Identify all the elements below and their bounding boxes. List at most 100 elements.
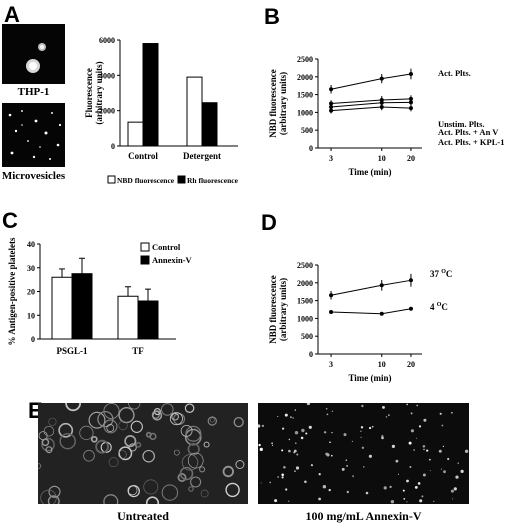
vesicle-dot bbox=[258, 424, 261, 428]
cell-ring bbox=[225, 482, 240, 498]
vesicle-dot bbox=[452, 498, 454, 500]
d-x-tick-label: 3 bbox=[329, 360, 333, 369]
vesicle-dot bbox=[295, 442, 297, 444]
b-x-tick-label: 3 bbox=[329, 154, 333, 163]
vesicle-dot bbox=[301, 428, 305, 433]
cell-ring bbox=[179, 466, 194, 481]
d-series-label-num: 4 bbox=[430, 302, 437, 312]
vesicle-dot bbox=[284, 413, 288, 417]
vesicle-dot bbox=[406, 479, 409, 483]
thp1-label: THP-1 bbox=[17, 86, 50, 98]
a-y-tick-label: 0 bbox=[111, 142, 115, 151]
d-data-point bbox=[329, 293, 334, 298]
vesicle-dot bbox=[455, 475, 459, 479]
d-y-tick-label: 500 bbox=[301, 332, 313, 341]
vesicle-dot bbox=[295, 466, 300, 470]
annexin-image bbox=[258, 403, 469, 504]
d-series-label-unit: O bbox=[441, 269, 446, 275]
vesicle-dot bbox=[269, 481, 271, 484]
cell-ring bbox=[103, 494, 119, 504]
b-series-label: Act. Plts. + KPL-1 bbox=[438, 137, 504, 147]
c-legend-label: Annexin-V bbox=[152, 255, 193, 265]
vesicle-dot bbox=[294, 470, 296, 472]
vesicle-dot bbox=[258, 443, 261, 447]
cell-ring bbox=[143, 479, 159, 495]
b-x-axis-label: Time (min) bbox=[348, 167, 391, 177]
b-data-point bbox=[408, 106, 413, 111]
thp1-micrograph bbox=[2, 24, 65, 84]
cell-ring bbox=[135, 442, 142, 448]
vesicle-dot bbox=[406, 403, 408, 406]
vesicle-dot bbox=[447, 457, 450, 461]
c-bar bbox=[51, 276, 73, 340]
a-bar bbox=[142, 43, 159, 147]
b-y-tick-label: 0 bbox=[309, 144, 313, 153]
vesicle-dot bbox=[294, 431, 299, 435]
vesicle-dot bbox=[293, 449, 297, 453]
vesicle-dot bbox=[402, 489, 405, 492]
d-series-label-num: 37 bbox=[430, 269, 441, 279]
c-category-label: PSGL-1 bbox=[56, 346, 88, 356]
vesicle-dot bbox=[271, 442, 273, 444]
vesicle-dot bbox=[381, 436, 384, 440]
cell-ring bbox=[124, 435, 137, 448]
vesicle-dot bbox=[294, 409, 296, 411]
vesicle-dot bbox=[426, 449, 429, 452]
vesicle-dot bbox=[277, 416, 279, 417]
b-y-axis-label-line: (arbitrary units) bbox=[278, 72, 288, 135]
vesicle-dot bbox=[439, 412, 442, 415]
vesicle-dot bbox=[282, 427, 285, 430]
b-x-tick-label: 20 bbox=[407, 154, 415, 163]
vesicle-dot bbox=[429, 458, 431, 461]
vesicle-dot bbox=[391, 444, 395, 448]
cell-ring bbox=[127, 485, 138, 496]
vesicle-dot bbox=[346, 490, 349, 494]
cell-ring bbox=[103, 403, 120, 420]
cell-ring bbox=[209, 417, 215, 423]
cell-ring bbox=[88, 411, 106, 429]
vesicle-dot bbox=[388, 414, 390, 416]
d-series-label-end: C bbox=[446, 269, 453, 279]
c-y-axis-label: % Antigen-positive platelets bbox=[7, 237, 17, 345]
vesicle-dot bbox=[360, 436, 362, 438]
vesicle-dot bbox=[360, 426, 364, 429]
vesicle-dot bbox=[306, 403, 311, 406]
vesicle-dot bbox=[308, 425, 312, 429]
cell-ring bbox=[222, 465, 235, 478]
d-data-point bbox=[408, 278, 413, 283]
d-series-label-unit: O bbox=[437, 302, 442, 308]
d-x-tick-label: 20 bbox=[407, 360, 415, 369]
cell-ring bbox=[151, 410, 163, 421]
vesicle-dot bbox=[403, 498, 406, 500]
vesicle-dot bbox=[288, 449, 291, 453]
b-series-line bbox=[330, 73, 412, 90]
untreated-image bbox=[38, 403, 245, 504]
cell-ring bbox=[58, 422, 74, 438]
d-y-tick-label: 2000 bbox=[297, 279, 313, 288]
vesicle-dot bbox=[326, 453, 330, 457]
cell-ring bbox=[40, 489, 57, 504]
a-legend-swatch bbox=[177, 175, 186, 184]
a-y-tick-label: 2000 bbox=[99, 107, 115, 116]
a-legend-label: NBD fluorescence bbox=[117, 176, 175, 185]
vesicle-dot bbox=[419, 499, 423, 503]
vesicle-dot bbox=[441, 424, 444, 427]
panel-letter-b: B bbox=[264, 4, 280, 29]
d-y-axis-label-line: NBD fluorescence bbox=[268, 275, 278, 344]
vesicle-dot bbox=[371, 425, 374, 428]
vesicle-dot bbox=[361, 446, 365, 449]
vesicle-dot bbox=[443, 470, 446, 474]
vesicle-dot bbox=[331, 432, 333, 434]
b-data-point bbox=[408, 100, 413, 105]
vesicle-dot bbox=[390, 500, 395, 504]
cell-ring bbox=[118, 446, 133, 461]
vesicle-dot bbox=[325, 407, 328, 410]
b-data-point bbox=[329, 87, 334, 92]
vesicle-dot bbox=[368, 454, 372, 458]
b-data-point bbox=[379, 105, 384, 110]
vesicle-dot bbox=[331, 454, 333, 457]
vesicle-dot bbox=[410, 412, 413, 415]
vesicle-dot bbox=[326, 413, 329, 416]
d-series-label-end: C bbox=[441, 302, 448, 312]
panel-letter-c: C bbox=[2, 208, 18, 233]
